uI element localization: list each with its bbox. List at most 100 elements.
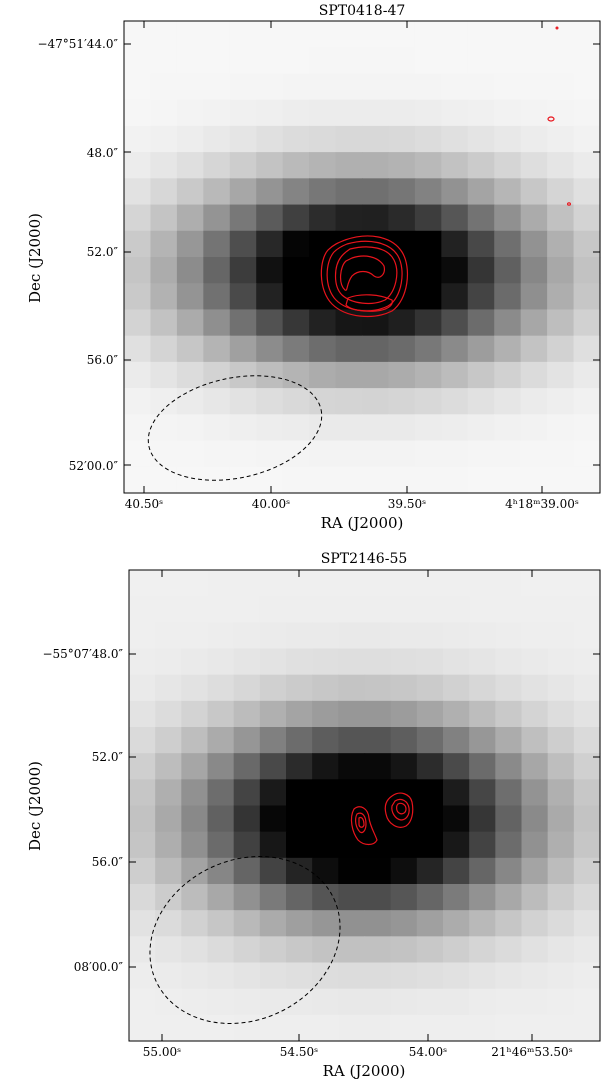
pixel-cell <box>286 988 313 1016</box>
pixel-cell <box>309 388 337 415</box>
pixel-cell <box>124 335 152 363</box>
pixel-cell <box>364 936 392 964</box>
pixel-cell <box>207 779 235 807</box>
pixel-cell <box>282 230 310 258</box>
pixel-cell <box>416 570 444 597</box>
pixel-cell <box>441 414 469 442</box>
plot-frame <box>123 20 601 494</box>
pixel-cell <box>388 204 416 232</box>
pixel-cell <box>207 648 235 676</box>
pixel-cell <box>495 622 523 650</box>
pixel-cell <box>547 361 575 389</box>
pixel-cell <box>312 910 339 937</box>
pixel-cell <box>207 910 235 937</box>
x-axis-label: RA (J2000) <box>321 514 404 532</box>
pixel-cell <box>573 283 601 311</box>
pixel-cell <box>494 466 522 494</box>
pixel-cell <box>520 178 548 206</box>
pixel-cell <box>181 857 209 885</box>
pixel-cell <box>547 831 575 859</box>
pixel-cell <box>573 230 601 258</box>
x-axis-label: RA (J2000) <box>323 1062 406 1080</box>
pixel-cell <box>229 125 257 153</box>
pixel-cell <box>467 283 495 311</box>
pixel-cell <box>129 831 156 859</box>
pixel-cell <box>155 910 182 937</box>
pixel-cell <box>312 596 339 623</box>
pixel-cell <box>338 962 366 990</box>
pixel-cell <box>494 388 522 415</box>
pixel-cell <box>547 73 575 101</box>
pixel-cell <box>547 988 575 1016</box>
pixel-cell <box>229 21 257 48</box>
pixel-cell <box>286 910 313 937</box>
pixel-cell <box>256 257 284 284</box>
pixel-cell <box>203 361 231 389</box>
pixel-cell <box>286 753 313 780</box>
pixel-cell <box>207 857 235 885</box>
pixel-cell <box>573 204 601 232</box>
pixel-cell <box>229 178 257 206</box>
pixel-cell <box>521 962 549 990</box>
pixel-cell <box>282 125 310 153</box>
pixel-cell <box>312 936 339 964</box>
pixel-cell <box>233 962 261 990</box>
pixel-cell <box>181 910 209 937</box>
pixel-cell <box>521 674 549 702</box>
pixel-cell <box>129 910 156 937</box>
pixel-cell <box>309 230 337 258</box>
pixel-cell <box>129 1014 156 1042</box>
beam-ellipse <box>149 855 341 1025</box>
pixel-cell <box>388 414 416 442</box>
pixel-cell <box>364 1014 392 1042</box>
pixel-cell <box>467 230 495 258</box>
x-tick-label: 40.50ˢ <box>125 497 163 511</box>
pixel-cell <box>282 99 310 127</box>
pixel-cell <box>150 361 178 389</box>
pixel-cell <box>573 388 601 415</box>
pixel-cell <box>441 125 469 153</box>
pixel-cell <box>233 988 261 1016</box>
pixel-cell <box>256 73 284 101</box>
pixel-cell <box>414 204 442 232</box>
pixel-cell <box>229 73 257 101</box>
pixel-cell <box>335 414 363 442</box>
pixel-cell <box>388 47 416 75</box>
pixel-cell <box>469 805 496 833</box>
pixel-cell <box>573 414 601 442</box>
pixel-cell <box>364 648 392 676</box>
pixel-cell <box>129 884 156 911</box>
pixel-cell <box>495 962 523 990</box>
contour-outer-ring <box>320 235 409 317</box>
pixel-cell <box>388 335 416 363</box>
pixel-cell <box>150 440 178 468</box>
pixel-cell <box>229 99 257 127</box>
pixel-cell <box>547 230 575 258</box>
pixel-cell <box>335 99 363 127</box>
pixel-cell <box>233 622 261 650</box>
pixel-cell <box>494 283 522 311</box>
pixel-cell <box>573 674 601 702</box>
pixel-cell <box>443 1014 470 1042</box>
pixel-cell <box>573 753 601 780</box>
pixel-cell <box>286 936 313 964</box>
pixel-cell <box>388 283 416 311</box>
pixel-cell <box>573 570 601 597</box>
pixel-cell <box>573 831 601 859</box>
pixel-cell <box>207 622 235 650</box>
pixel-cell <box>338 674 366 702</box>
pixel-cell <box>233 910 261 937</box>
pixel-cell <box>124 152 152 179</box>
pixel-cell <box>494 178 522 206</box>
pixel-cell <box>443 674 470 702</box>
pixel-cell <box>129 753 156 780</box>
pixel-cell <box>388 361 416 389</box>
pixel-cell <box>181 727 209 754</box>
pixel-cell <box>414 388 442 415</box>
pixel-cell <box>467 178 495 206</box>
pixel-cell <box>441 204 469 232</box>
pixel-cell <box>520 361 548 389</box>
pixel-cell <box>124 47 152 75</box>
pixel-cell <box>495 831 523 859</box>
pixel-cell <box>414 152 442 179</box>
